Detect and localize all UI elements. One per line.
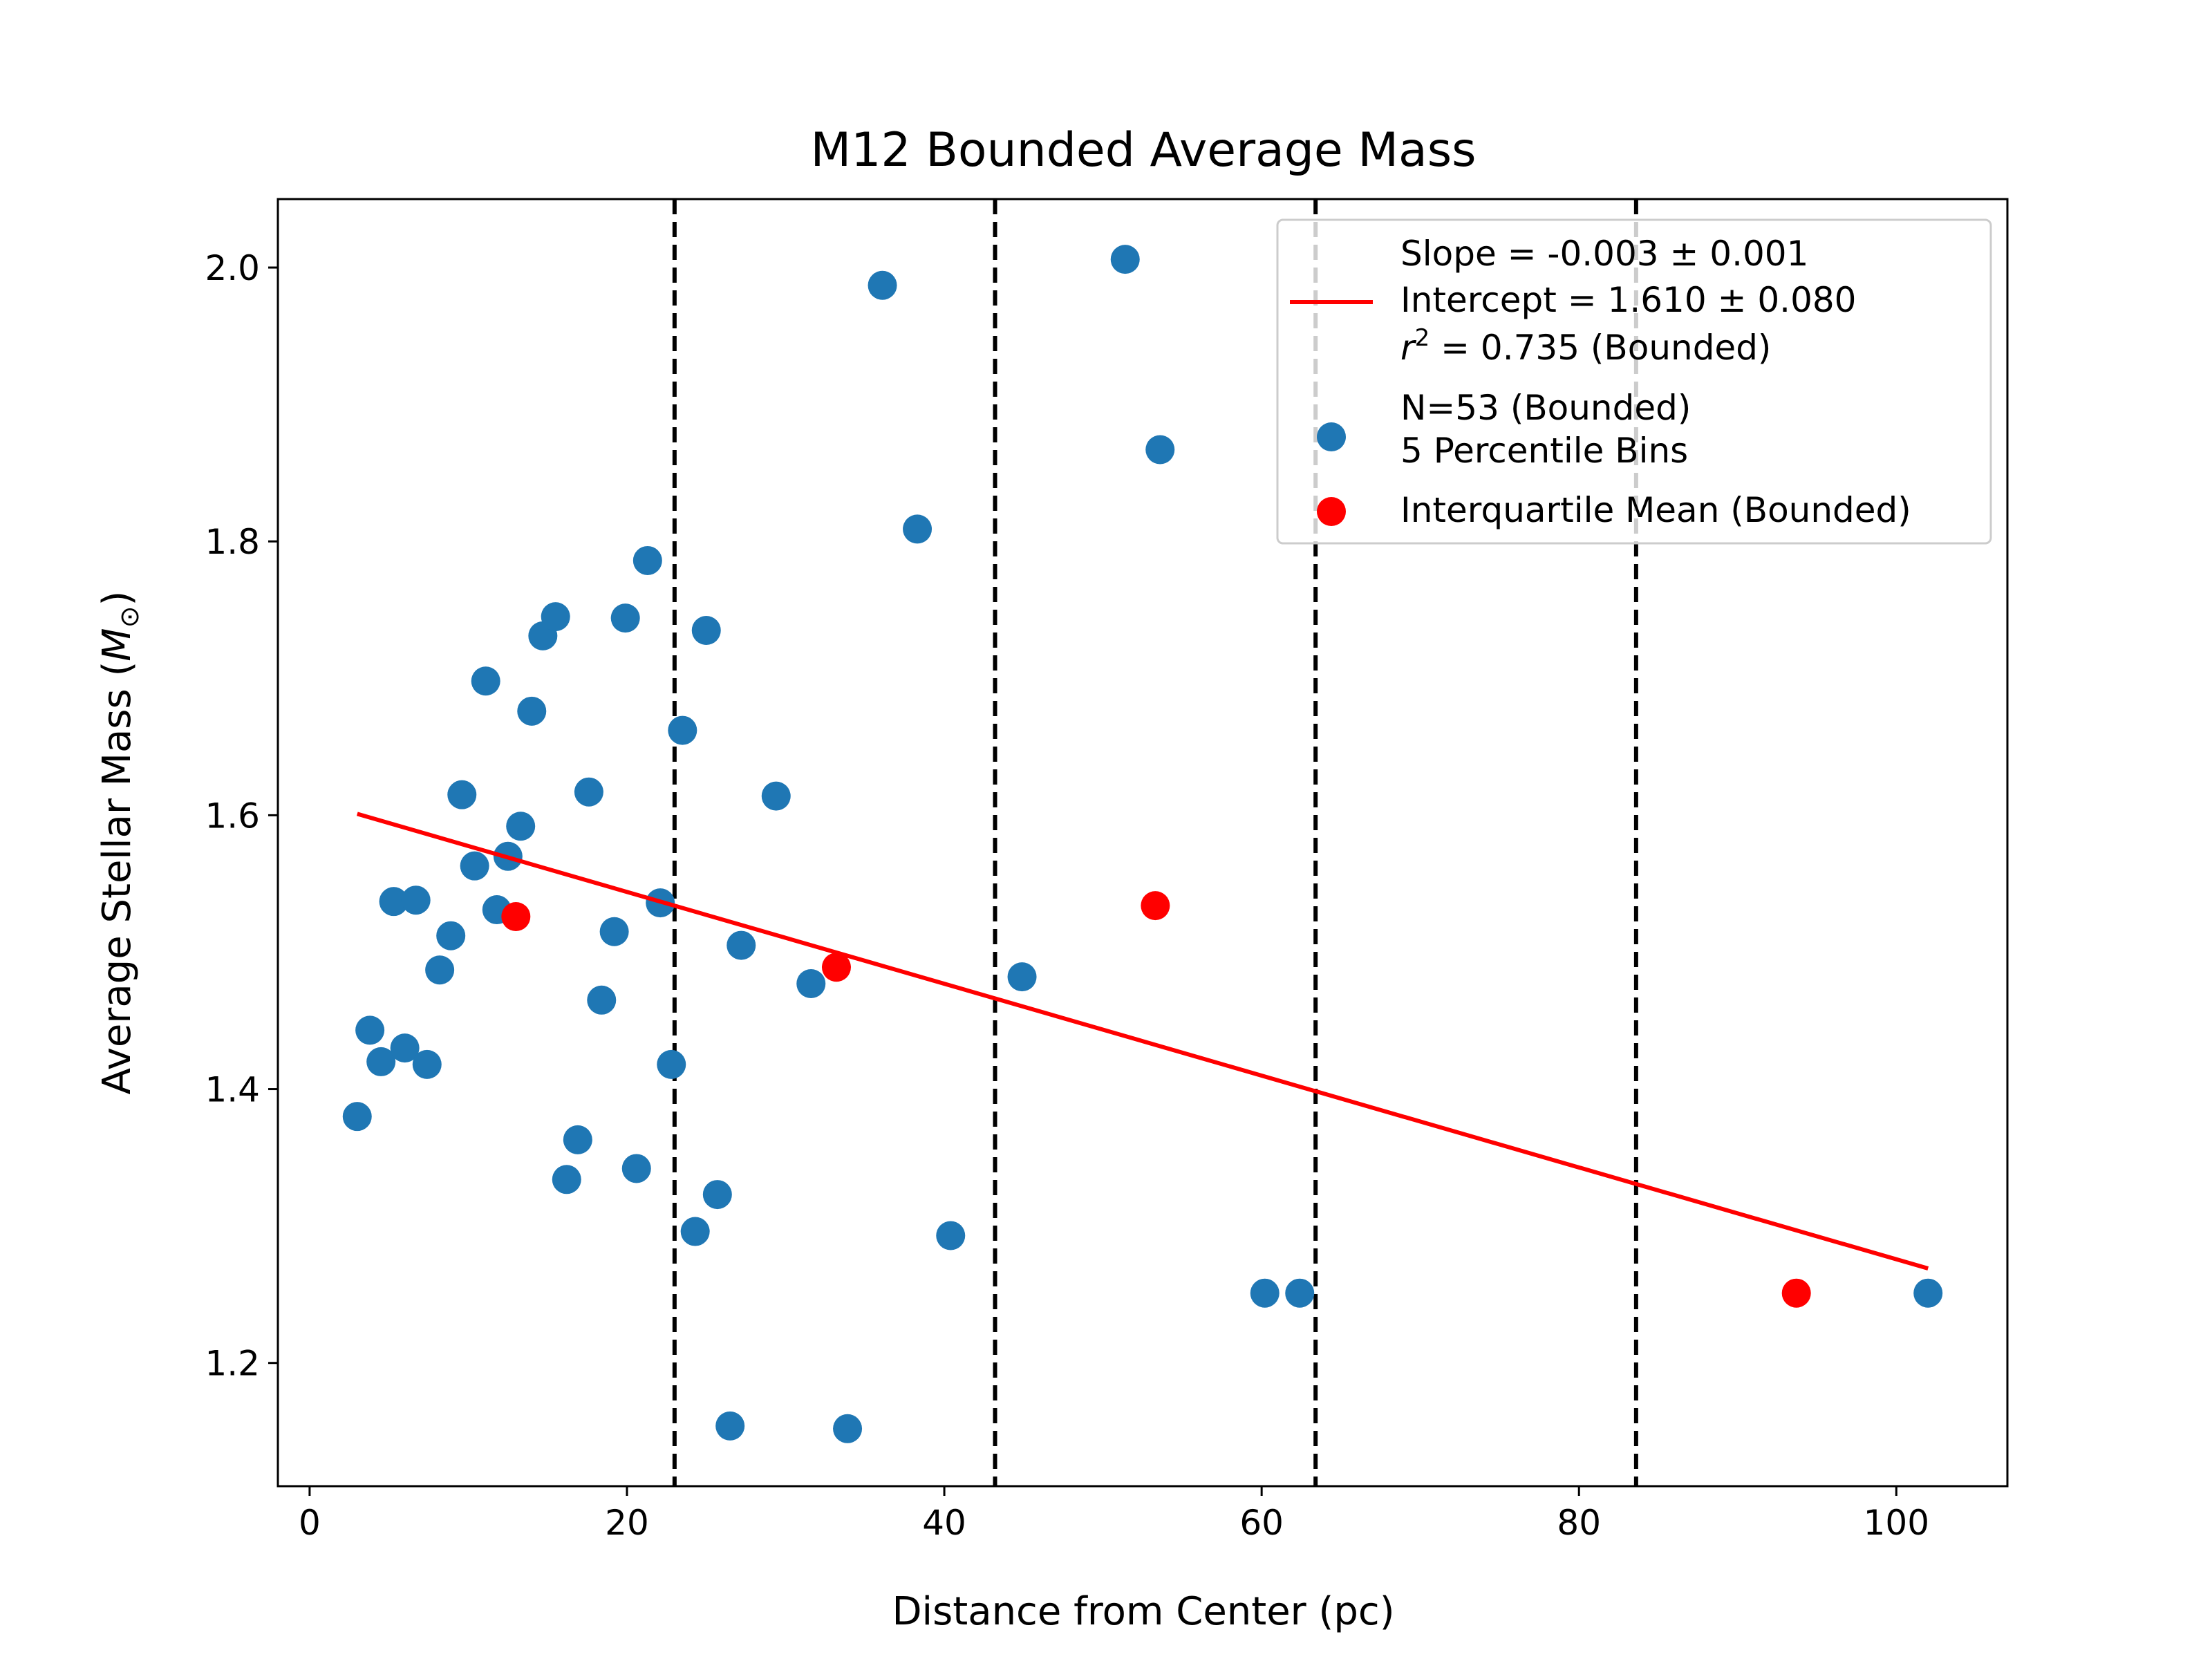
data-point-35 (796, 969, 826, 999)
axis-ticks: 0 20 40 60 80 100 1.2 1.4 1.6 1.8 2.0 (205, 248, 1929, 1543)
data-point-30 (691, 615, 721, 645)
y-axis-label-main: Average Stellar Mass ( (95, 662, 140, 1095)
data-point-8 (436, 921, 466, 950)
data-point-31 (702, 1180, 732, 1210)
data-point-7 (425, 955, 455, 985)
data-point-11 (471, 666, 500, 696)
y-axis-label: Average Stellar Mass (M⊙) (95, 591, 144, 1095)
y-tick-label-0: 1.2 (205, 1344, 260, 1384)
data-point-42 (1145, 435, 1175, 465)
legend-fit-r2: r2 = 0.735 (Bounded) (1400, 324, 1771, 368)
x-tick-label-3: 60 (1239, 1503, 1284, 1543)
data-point-6 (412, 1049, 442, 1079)
data-point-21 (587, 985, 617, 1015)
legend-points-label-line-0: N=53 (Bounded) (1400, 388, 1691, 428)
x-tick-label-2: 40 (922, 1503, 966, 1543)
data-point-1 (355, 1015, 385, 1045)
iqm-point-2 (1141, 891, 1170, 921)
data-point-22 (599, 917, 629, 946)
legend-box (1276, 218, 1992, 545)
x-tick-label-4: 80 (1557, 1503, 1601, 1543)
data-point-24 (621, 1154, 651, 1183)
data-point-4 (390, 1033, 420, 1063)
x-tick-label-1: 20 (605, 1503, 649, 1543)
data-point-36 (833, 1414, 863, 1443)
y-tick-label-3: 1.8 (205, 522, 260, 562)
data-point-45 (1913, 1278, 1943, 1308)
y-axis-label-close: ) (95, 591, 140, 606)
x-axis-label: Distance from Center (pc) (892, 1589, 1394, 1634)
data-point-33 (727, 930, 756, 960)
data-point-2 (366, 1047, 396, 1076)
svg-text:Average Stellar Mass (M⊙): Average Stellar Mass (M⊙) (95, 591, 144, 1095)
data-point-29 (680, 1217, 710, 1246)
data-point-41 (1110, 245, 1140, 274)
x-tick-label-5: 100 (1864, 1503, 1929, 1543)
data-point-27 (657, 1049, 686, 1079)
data-point-9 (447, 780, 477, 809)
data-point-5 (401, 885, 431, 915)
data-point-17 (541, 602, 570, 632)
legend-fit-r2-sup: 2 (1415, 324, 1430, 352)
legend-points-label: N=53 (Bounded) 5 Percentile Bins (1400, 388, 1691, 471)
y-axis-label-subscript: ⊙ (114, 606, 144, 628)
legend-fit-slope: Slope = -0.003 ± 0.001 (1400, 234, 1808, 274)
axes-frame (276, 198, 2009, 1488)
data-point-19 (563, 1125, 592, 1154)
legend-fit-intercept: Intercept = 1.610 ± 0.080 (1400, 280, 1857, 320)
chart-title: M12 Bounded Average Mass (810, 123, 1476, 178)
data-point-3 (379, 887, 409, 917)
y-tick-label-1: 1.4 (205, 1070, 260, 1110)
data-point-34 (761, 781, 791, 811)
data-point-15 (517, 696, 547, 726)
y-axis-label-symbol: M (95, 628, 140, 661)
data-point-14 (506, 812, 536, 841)
fit-line (356, 812, 1929, 1271)
data-point-25 (632, 545, 662, 575)
data-point-0 (342, 1102, 372, 1132)
legend-points-label-line-1: 5 Percentile Bins (1400, 431, 1688, 471)
legend-fit-r2-symbol: r (1400, 328, 1417, 368)
legend-iqm-marker (1317, 497, 1346, 526)
data-point-20 (574, 777, 603, 807)
data-point-39 (936, 1221, 966, 1250)
data-point-23 (610, 603, 640, 633)
data-point-37 (868, 270, 897, 300)
legend-points-marker (1317, 422, 1346, 451)
legend-iqm-label: Interquartile Mean (Bounded) (1400, 490, 1911, 530)
data-point-44 (1285, 1278, 1315, 1308)
data-point-40 (1007, 962, 1037, 992)
data-point-10 (460, 851, 489, 881)
legend: Slope = -0.003 ± 0.001 Intercept = 1.610… (1276, 218, 1992, 545)
y-tick-label-2: 1.6 (205, 796, 260, 836)
data-point-28 (668, 715, 697, 745)
iqm-point-3 (1781, 1278, 1811, 1308)
data-point-38 (903, 514, 932, 544)
iqm-point-1 (821, 953, 851, 982)
y-tick-label-4: 2.0 (205, 248, 260, 288)
data-point-18 (552, 1165, 581, 1194)
legend-fit-r2-rest: = 0.735 (Bounded) (1430, 328, 1771, 368)
data-point-43 (1250, 1278, 1280, 1308)
x-tick-label-0: 0 (299, 1503, 321, 1543)
data-point-32 (715, 1411, 745, 1441)
iqm-point-0 (501, 901, 531, 931)
